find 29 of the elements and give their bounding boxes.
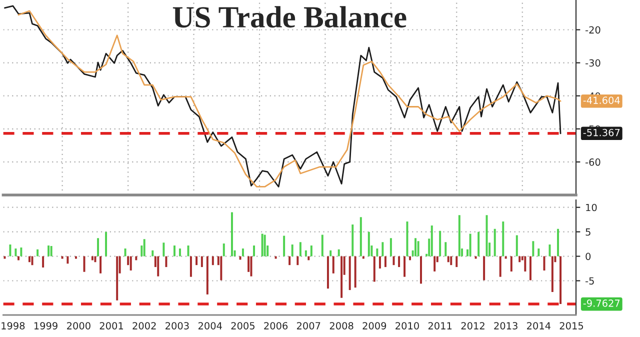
x-tick-label: 2006 bbox=[264, 322, 288, 330]
x-tick-label: 2013 bbox=[494, 322, 518, 330]
x-tick-label: 1999 bbox=[34, 322, 58, 330]
y-tick-label: 10 bbox=[586, 204, 597, 212]
chart-title: US Trade Balance bbox=[172, 6, 406, 28]
annotation: -51.367 bbox=[583, 128, 620, 136]
x-tick-label: 2003 bbox=[166, 322, 189, 330]
x-tick-label: 2002 bbox=[132, 322, 156, 330]
y-tick-label: -5 bbox=[586, 277, 594, 285]
x-tick-label: 2007 bbox=[296, 322, 320, 330]
y-tick-label: 5 bbox=[586, 228, 590, 236]
x-tick-label: 2009 bbox=[362, 322, 386, 330]
x-tick-label: 2004 bbox=[198, 322, 222, 330]
x-tick-label: 2000 bbox=[67, 322, 90, 330]
y-tick-label: -30 bbox=[586, 59, 600, 67]
x-tick-label: 1998 bbox=[2, 322, 25, 330]
x-tick-label: 2001 bbox=[100, 322, 123, 330]
y-tick-label: 0 bbox=[586, 252, 591, 260]
y-tick-label: -60 bbox=[586, 158, 600, 166]
x-tick-label: 2012 bbox=[461, 322, 484, 330]
x-tick-label: 2005 bbox=[231, 322, 254, 330]
x-tick-label: 2010 bbox=[396, 322, 419, 330]
x-tick-label: 2014 bbox=[527, 322, 550, 330]
annotation: -9.7627 bbox=[583, 300, 620, 307]
x-tick-label: 2008 bbox=[330, 322, 354, 330]
y-tick-label: -20 bbox=[586, 26, 600, 34]
annotation: -41.604 bbox=[583, 96, 620, 104]
x-tick-label: 2015 bbox=[560, 322, 584, 330]
x-tick-label: 2011 bbox=[428, 322, 452, 330]
